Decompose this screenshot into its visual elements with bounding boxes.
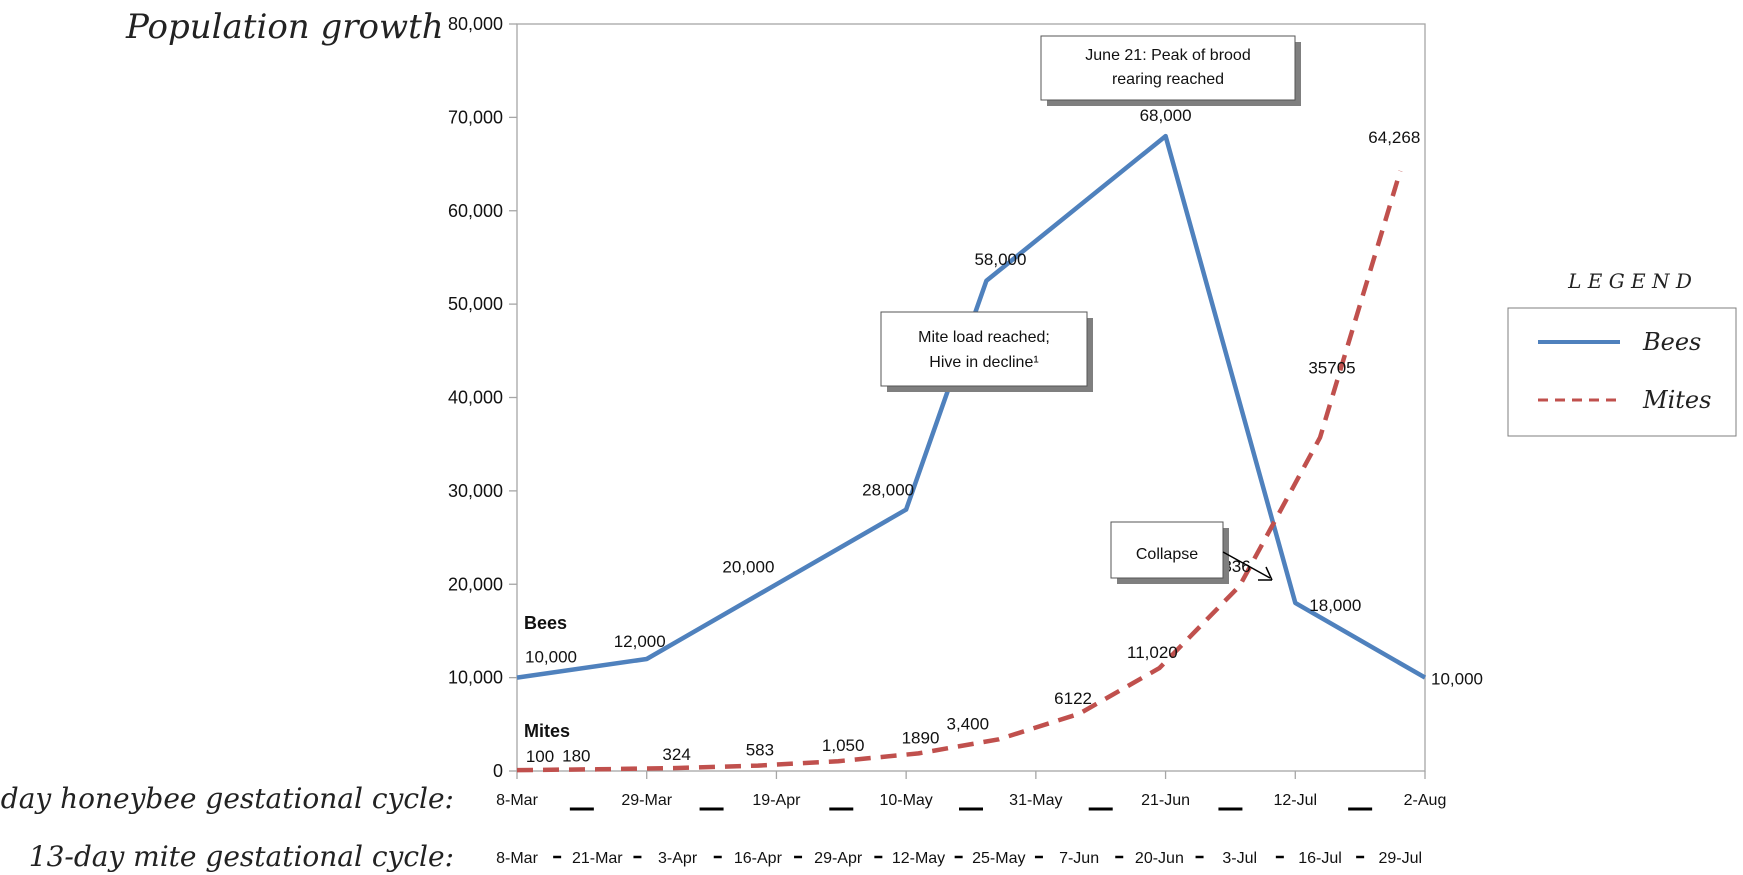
mite-cycle-date: 20-Jun bbox=[1135, 850, 1184, 867]
y-tick-label: 30,000 bbox=[448, 481, 503, 501]
mite-load-annotation-line-1: Mite load reached; bbox=[918, 329, 1050, 346]
bees-data-label: 12,000 bbox=[614, 632, 666, 651]
mites-data-label: 64,268 bbox=[1368, 128, 1420, 147]
bees-series-label: Bees bbox=[524, 613, 567, 633]
mite-load-annotation: Mite load reached; Hive in decline¹ bbox=[880, 311, 1093, 392]
y-tick-label: 20,000 bbox=[448, 574, 503, 594]
y-tick-label: 70,000 bbox=[448, 107, 503, 127]
collapse-annotation-text: Collapse bbox=[1136, 546, 1198, 563]
bees-data-label: 58,000 bbox=[974, 250, 1026, 269]
mite-cycle-date: 21-Mar bbox=[572, 850, 623, 867]
mites-data-label: 180 bbox=[562, 746, 590, 765]
mites-data-label: 35705 bbox=[1308, 359, 1355, 378]
bees-data-label: 10,000 bbox=[1431, 670, 1483, 689]
bee-cycle-label: 21-day honeybee gestational cycle: bbox=[0, 782, 454, 815]
y-tick-label: 0 bbox=[493, 761, 503, 781]
legend-title: L E G E N D bbox=[1567, 269, 1692, 293]
y-tick-label: 50,000 bbox=[448, 294, 503, 314]
mite-cycle-label: 13-day mite gestational cycle: bbox=[29, 840, 454, 873]
bee-cycle-date: 10-May bbox=[879, 792, 932, 809]
y-tick-label: 80,000 bbox=[448, 14, 503, 34]
mites-line bbox=[516, 170, 1403, 773]
y-tick-label: 40,000 bbox=[448, 388, 503, 408]
peak-annotation-line-1: June 21: Peak of brood bbox=[1085, 47, 1250, 64]
mite-cycle-date: 7-Jun bbox=[1059, 850, 1099, 867]
bees-data-label: 10,000 bbox=[525, 648, 577, 667]
collapse-annotation: Collapse bbox=[1110, 521, 1273, 584]
chart-title: Population growth bbox=[125, 7, 444, 47]
bees-data-label: 18,000 bbox=[1309, 596, 1361, 615]
mite-cycle-date: 16-Apr bbox=[734, 850, 783, 867]
mite-cycle-date: 29-Jul bbox=[1379, 850, 1423, 867]
legend-bees-label: Bees bbox=[1642, 328, 1701, 356]
mite-cycle-date: 25-May bbox=[972, 850, 1025, 867]
bee-cycle-date: 12-Jul bbox=[1273, 792, 1317, 809]
mite-cycle-date: 29-Apr bbox=[814, 850, 863, 867]
mites-data-label: 100 bbox=[526, 747, 554, 766]
mites-data-label: 6122 bbox=[1054, 689, 1092, 708]
mite-load-annotation-line-2: Hive in decline¹ bbox=[929, 354, 1038, 371]
legend-mites-label: Mites bbox=[1642, 386, 1711, 414]
legend: L E G E N D Bees Mites bbox=[1507, 269, 1737, 437]
x-axis bbox=[516, 771, 1426, 779]
series-layer bbox=[516, 133, 1427, 773]
bee-cycle-date: 8-Mar bbox=[496, 792, 538, 809]
mites-data-label: 3,400 bbox=[947, 714, 990, 733]
y-tick-label: 10,000 bbox=[448, 668, 503, 688]
legend-box bbox=[1507, 307, 1737, 437]
collapse-arrowhead bbox=[1258, 566, 1273, 581]
plot-area bbox=[516, 23, 1426, 772]
mite-cycle-date: 16-Jul bbox=[1298, 850, 1342, 867]
bee-cycle-date: 19-Apr bbox=[752, 792, 801, 809]
bee-cycle-date: 29-Mar bbox=[621, 792, 672, 809]
mite-cycle-date: 12-May bbox=[892, 850, 945, 867]
bees-data-label: 28,000 bbox=[862, 481, 914, 500]
mites-data-label: 1890 bbox=[902, 728, 940, 747]
mite-cycle-x-labels: 8-Mar 21-Mar 3-Apr 16-Apr 29-Apr 12-May 25-May… bbox=[496, 850, 1422, 867]
mites-series-label: Mites bbox=[524, 721, 570, 741]
collapse-arrow bbox=[1222, 551, 1271, 579]
mites-data-label: 583 bbox=[746, 741, 774, 760]
y-tick-label: 60,000 bbox=[448, 201, 503, 221]
bees-data-label: 20,000 bbox=[722, 557, 774, 576]
mites-data-label: 324 bbox=[662, 745, 690, 764]
mites-data-label: 11,020 bbox=[1127, 643, 1178, 662]
bees-data-label: 68,000 bbox=[1140, 106, 1192, 125]
y-axis: 0 10,000 20,000 30,000 40,000 50,000 60,000 70,… bbox=[448, 14, 517, 781]
mite-cycle-date: 3-Apr bbox=[658, 850, 698, 867]
bee-cycle-date: 21-Jun bbox=[1141, 792, 1190, 809]
bee-cycle-date: 31-May bbox=[1009, 792, 1062, 809]
bee-cycle-date: 2-Aug bbox=[1404, 792, 1447, 809]
peak-annotation: June 21: Peak of brood rearing reached bbox=[1040, 35, 1301, 106]
mites-data-label: 1,050 bbox=[822, 736, 865, 755]
mite-cycle-date: 3-Jul bbox=[1222, 850, 1257, 867]
mite-cycle-date: 8-Mar bbox=[496, 850, 538, 867]
bee-cycle-x-labels: 8-Mar 29-Mar 19-Apr 10-May 31-May 21-Jun 12-Ju… bbox=[496, 792, 1447, 811]
peak-annotation-line-2: rearing reached bbox=[1112, 71, 1224, 88]
